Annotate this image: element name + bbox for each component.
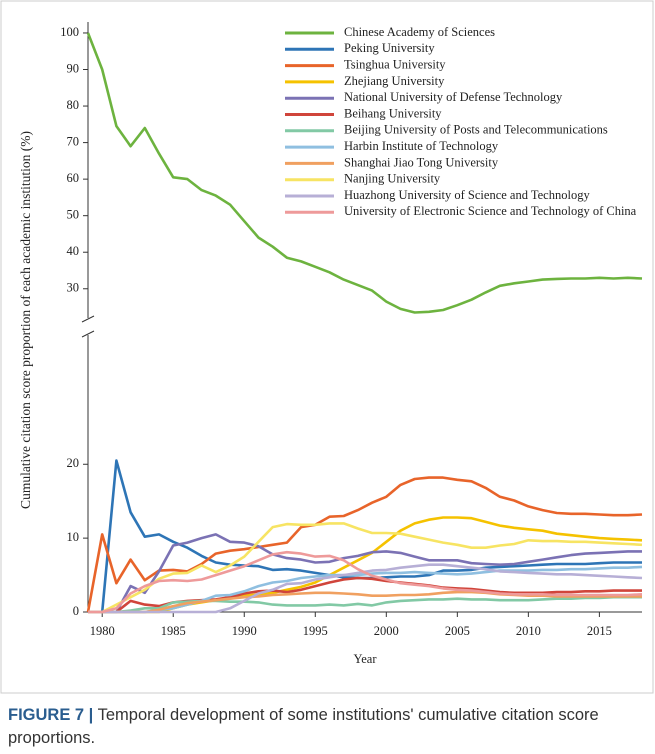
caption-label: FIGURE 7 | bbox=[8, 706, 94, 724]
axis-break bbox=[81, 330, 95, 338]
caption-text: Temporal development of some institution… bbox=[8, 706, 599, 747]
series-line bbox=[86, 32, 643, 314]
x-tick-label: 1980 bbox=[90, 624, 115, 638]
series-line bbox=[88, 590, 642, 614]
legend-label: Peking University bbox=[344, 41, 435, 55]
legend-label: Shanghai Jiao Tong University bbox=[344, 155, 499, 169]
y-tick-label: 0 bbox=[73, 604, 79, 618]
y2-tick-label: 50 bbox=[67, 208, 80, 222]
y-axis-label: Cumulative citation score proportion of … bbox=[18, 131, 33, 509]
series-line bbox=[88, 459, 642, 614]
y2-tick-label: 100 bbox=[60, 25, 79, 39]
axis-break bbox=[81, 315, 95, 323]
series-line bbox=[86, 476, 643, 613]
x-tick-label: 1990 bbox=[232, 624, 257, 638]
caption: FIGURE 7 | Temporal development of some … bbox=[8, 704, 648, 750]
x-tick-label: 2000 bbox=[374, 624, 399, 638]
x-tick-label: 1985 bbox=[161, 624, 186, 638]
y2-tick-label: 70 bbox=[67, 134, 80, 148]
legend-label: Huazhong University of Science and Techn… bbox=[344, 188, 590, 202]
x-axis-label: Year bbox=[353, 652, 377, 666]
legend-label: Zhejiang University bbox=[344, 74, 445, 88]
series-line bbox=[88, 533, 642, 614]
x-tick-label: 2015 bbox=[587, 624, 612, 638]
x-tick-label: 1995 bbox=[303, 624, 328, 638]
y2-tick-label: 80 bbox=[67, 98, 80, 112]
chart: Year Cumulative citation score proportio… bbox=[0, 0, 654, 694]
x-tick-label: 2010 bbox=[516, 624, 541, 638]
series-line bbox=[88, 522, 643, 614]
series-line bbox=[88, 595, 642, 614]
legend-label: National University of Defense Technolog… bbox=[344, 90, 563, 104]
y-tick-label: 10 bbox=[67, 530, 80, 544]
series-line bbox=[88, 550, 643, 614]
y2-tick-label: 30 bbox=[67, 281, 80, 295]
legend-label: Beijing University of Posts and Telecomm… bbox=[344, 123, 608, 137]
series-line bbox=[88, 565, 643, 614]
legend-label: University of Electronic Science and Tec… bbox=[344, 204, 637, 218]
legend-label: Chinese Academy of Sciences bbox=[344, 25, 495, 39]
x-tick-label: 2005 bbox=[445, 624, 470, 638]
y2-tick-label: 60 bbox=[67, 171, 80, 185]
y2-tick-label: 90 bbox=[67, 61, 80, 75]
figure-frame bbox=[0, 0, 654, 694]
legend-label: Beihang University bbox=[344, 106, 442, 120]
legend-label: Tsinghua University bbox=[344, 57, 446, 71]
y-tick-label: 20 bbox=[67, 456, 80, 470]
legend-label: Harbin Institute of Technology bbox=[344, 139, 499, 153]
legend-label: Nanjing University bbox=[344, 172, 441, 186]
y2-tick-label: 40 bbox=[67, 244, 80, 258]
